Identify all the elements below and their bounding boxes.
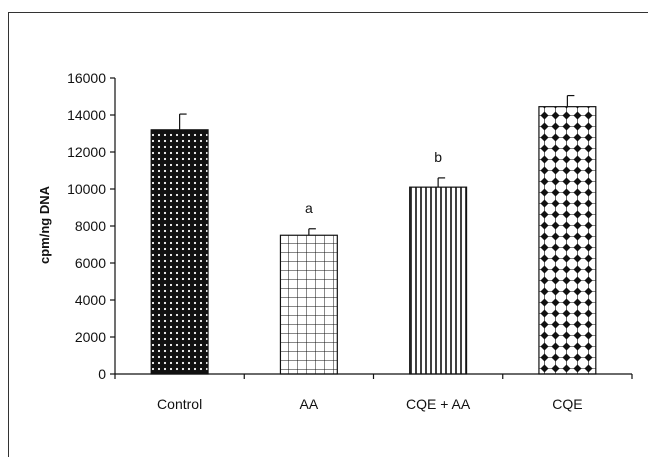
y-axis: 0 2000 4000 6000 8000 10000 12000 14000 16000 <box>67 70 116 382</box>
y-tick-label: 12000 <box>67 144 106 160</box>
bar-aa <box>279 234 338 375</box>
y-tick-label: 10000 <box>67 181 106 197</box>
y-tick-label: 6000 <box>75 255 106 271</box>
y-tick-label: 16000 <box>67 70 106 86</box>
x-tick-label: CQE + AA <box>406 396 471 412</box>
significance-label: a <box>305 200 313 216</box>
x-axis: Control AA CQE + AA CQE <box>114 373 633 412</box>
x-tick-label: Control <box>157 396 202 412</box>
chart-frame <box>8 12 648 457</box>
y-tick-label: 14000 <box>67 107 106 123</box>
x-tick-label: AA <box>300 396 319 412</box>
bar-cqe-aa <box>409 186 468 375</box>
error-bars-group <box>179 94 575 236</box>
y-tick-label: 2000 <box>75 329 106 345</box>
y-tick-label: 4000 <box>75 292 106 308</box>
y-tick-label: 0 <box>98 366 106 382</box>
annotations-group: ab <box>305 149 442 216</box>
bar-cqe <box>538 106 597 375</box>
x-tick-label: CQE <box>552 396 582 412</box>
significance-label: b <box>434 149 442 165</box>
y-axis-label: cpm/ng DNA <box>37 185 52 264</box>
bars-group <box>150 106 597 375</box>
bar-control <box>150 129 209 375</box>
y-tick-label: 8000 <box>75 218 106 234</box>
